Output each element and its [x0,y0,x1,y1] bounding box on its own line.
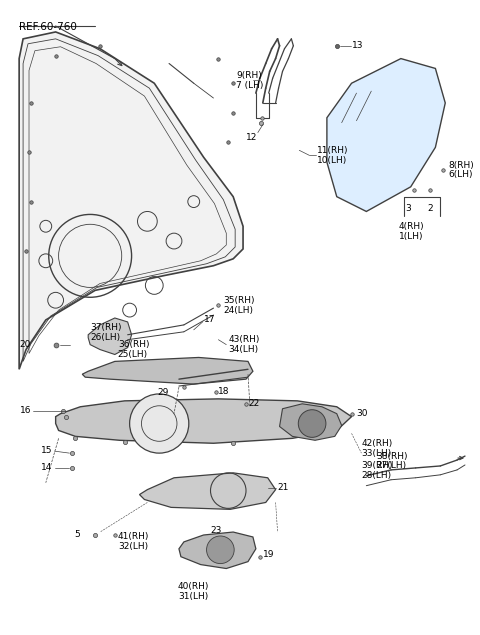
Text: 17: 17 [204,316,215,324]
Text: 30: 30 [357,409,368,418]
Text: 33(LH): 33(LH) [361,448,392,458]
Text: 6(LH): 6(LH) [448,170,473,180]
Text: 9(RH): 9(RH) [236,71,262,80]
Text: 28(LH): 28(LH) [361,471,392,480]
Text: 12: 12 [246,133,257,142]
Polygon shape [56,399,351,443]
Text: 15: 15 [41,446,53,455]
Text: 22: 22 [248,399,259,408]
Text: 38(RH): 38(RH) [376,451,408,460]
Circle shape [206,536,234,564]
Polygon shape [327,58,445,211]
Text: 29: 29 [158,389,169,398]
Circle shape [298,410,326,438]
Polygon shape [140,473,276,509]
Text: 3: 3 [405,204,411,213]
Text: REF.60-760: REF.60-760 [19,22,77,32]
Text: 16: 16 [20,406,31,415]
Text: 37(RH): 37(RH) [90,323,121,332]
Polygon shape [19,32,243,370]
Polygon shape [279,404,342,440]
Text: 25(LH): 25(LH) [118,350,148,359]
Text: 43(RH): 43(RH) [228,335,260,344]
Text: 5: 5 [74,530,80,540]
Text: 10(LH): 10(LH) [317,156,348,164]
Text: 32(LH): 32(LH) [118,542,148,551]
Text: 34(LH): 34(LH) [228,345,258,354]
Text: 23: 23 [211,526,222,535]
Text: 14: 14 [41,464,53,472]
Text: 36(RH): 36(RH) [118,340,149,349]
Text: 2: 2 [428,204,433,213]
Text: 18: 18 [218,387,230,396]
Text: 8(RH): 8(RH) [448,161,474,170]
Text: 1(LH): 1(LH) [399,232,423,241]
Text: 40(RH): 40(RH) [178,582,209,591]
Text: 21: 21 [277,483,289,492]
Text: 20: 20 [20,340,31,349]
Text: 41(RH): 41(RH) [118,533,149,542]
Text: 4(RH): 4(RH) [399,222,424,231]
Polygon shape [82,358,253,384]
Text: 42(RH): 42(RH) [361,439,393,448]
Text: 7 (LH): 7 (LH) [236,81,264,90]
Text: 24(LH): 24(LH) [223,305,253,314]
Text: 19: 19 [263,550,274,559]
Text: 35(RH): 35(RH) [223,296,255,305]
Text: 26(LH): 26(LH) [90,333,120,342]
Circle shape [130,394,189,453]
Text: 31(LH): 31(LH) [179,592,209,601]
Polygon shape [179,532,256,568]
Text: 27(LH): 27(LH) [376,462,407,471]
Text: 11(RH): 11(RH) [317,146,348,155]
Text: 39(RH): 39(RH) [361,462,393,471]
Polygon shape [88,318,132,354]
Text: 13: 13 [351,41,363,50]
